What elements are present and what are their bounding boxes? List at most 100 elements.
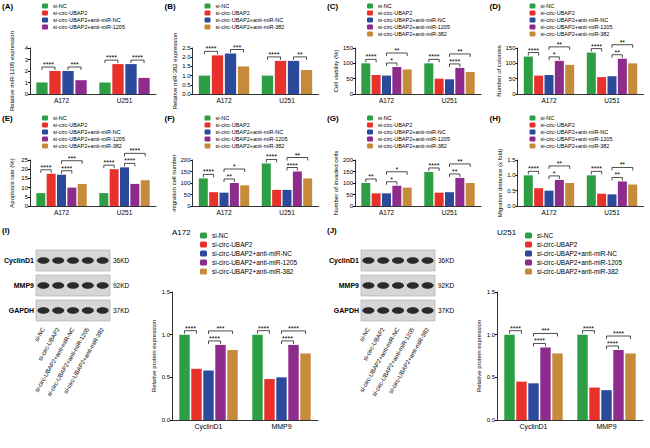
svg-text:**: ** [226, 173, 232, 180]
svg-text:si-circ-UBAP2+anti-miR-382: si-circ-UBAP2+anti-miR-382 [216, 24, 285, 30]
svg-text:**: ** [614, 171, 620, 178]
svg-text:****: **** [613, 330, 624, 337]
svg-text:****: **** [266, 153, 277, 160]
svg-text:si-circ-UBAP2+anti-miR-382: si-circ-UBAP2+anti-miR-382 [388, 326, 431, 395]
svg-text:si-circ-UBAP2+anti-miR-382: si-circ-UBAP2+anti-miR-382 [541, 31, 610, 37]
svg-text:si-circ-UBAP2: si-circ-UBAP2 [378, 10, 412, 16]
svg-text:0.5: 0.5 [507, 188, 516, 194]
svg-text:U251: U251 [117, 209, 133, 216]
svg-text:U251: U251 [442, 209, 458, 216]
svg-text:si-NC: si-NC [537, 232, 554, 239]
svg-text:1.0: 1.0 [487, 332, 496, 338]
svg-text:*: * [553, 51, 556, 58]
svg-text:****: **** [528, 47, 539, 54]
svg-text:****: **** [61, 165, 72, 172]
svg-text:si-circ-UBAP2+anti-miR-NC: si-circ-UBAP2+anti-miR-NC [53, 17, 121, 23]
svg-text:**: ** [557, 41, 563, 48]
svg-text:150: 150 [505, 45, 516, 51]
svg-text:25: 25 [21, 157, 28, 163]
svg-text:A172: A172 [54, 97, 70, 104]
svg-text:****: **** [269, 51, 280, 58]
svg-text:si-NC: si-NC [378, 3, 392, 9]
svg-text:****: **** [288, 325, 299, 332]
svg-text:(E): (E) [2, 114, 13, 123]
svg-text:200: 200 [180, 157, 191, 163]
svg-text:****: **** [41, 164, 52, 171]
svg-text:0: 0 [350, 203, 354, 209]
svg-text:(D): (D) [490, 2, 501, 11]
svg-text:CyclinD1: CyclinD1 [4, 257, 34, 265]
svg-text:(C): (C) [327, 2, 338, 11]
svg-text:**: ** [452, 168, 458, 175]
svg-text:0.0: 0.0 [162, 417, 171, 423]
svg-text:****: **** [528, 165, 539, 172]
svg-text:si-circ-UBAP2+anti-miR-NC: si-circ-UBAP2+anti-miR-NC [537, 250, 617, 257]
svg-text:U251: U251 [279, 209, 295, 216]
svg-text:si-circ-UBAP2: si-circ-UBAP2 [212, 241, 253, 248]
svg-text:****: **** [510, 325, 521, 332]
svg-text:150: 150 [343, 45, 354, 51]
svg-text:****: **** [258, 325, 269, 332]
svg-text:si-NC: si-NC [53, 3, 67, 9]
svg-text:si-circ-UBAP2+anti-miR-NC: si-circ-UBAP2+anti-miR-NC [541, 17, 609, 23]
svg-text:****: **** [104, 159, 115, 166]
svg-text:(F): (F) [165, 114, 176, 123]
svg-text:si-circ-UBAP2+anti-miR-1205: si-circ-UBAP2+anti-miR-1205 [541, 136, 613, 142]
svg-text:92KD: 92KD [438, 282, 455, 289]
svg-text:CyclinD1: CyclinD1 [194, 423, 222, 431]
svg-text:(J): (J) [327, 226, 337, 235]
svg-text:Apoptosis rate (%): Apoptosis rate (%) [9, 158, 15, 207]
svg-text:****: **** [209, 335, 220, 342]
svg-text:A172: A172 [541, 97, 557, 104]
svg-text:U251: U251 [117, 97, 133, 104]
svg-text:Number of colonies: Number of colonies [496, 45, 502, 97]
svg-text:**: ** [297, 51, 303, 58]
svg-text:**: ** [457, 48, 463, 55]
svg-text:200: 200 [343, 157, 354, 163]
svg-text:****: **** [366, 53, 377, 60]
svg-text:(G): (G) [327, 114, 339, 123]
svg-text:si-circ-UBAP2: si-circ-UBAP2 [541, 122, 575, 128]
svg-text:si-circ-UBAP2+anti-miR-382: si-circ-UBAP2+anti-miR-382 [378, 143, 447, 149]
svg-text:GAPDH: GAPDH [334, 307, 359, 314]
svg-text:si-circ-UBAP2: si-circ-UBAP2 [53, 122, 87, 128]
svg-text:0.5: 0.5 [487, 374, 496, 380]
svg-text:CyclinD1: CyclinD1 [519, 423, 547, 431]
svg-text:si-NC: si-NC [53, 115, 67, 121]
svg-text:MMP9: MMP9 [271, 423, 291, 430]
svg-text:(H): (H) [490, 114, 501, 123]
svg-text:Relative protein expression: Relative protein expression [151, 320, 157, 392]
svg-text:37KD: 37KD [438, 307, 455, 314]
svg-text:****: **** [124, 157, 135, 164]
svg-text:GAPDH: GAPDH [9, 307, 34, 314]
svg-text:Relative miR-1205 expression: Relative miR-1205 expression [9, 31, 15, 111]
svg-text:si-circ-UBAP2+anti-miR-1205: si-circ-UBAP2+anti-miR-1205 [53, 136, 125, 142]
svg-text:****: **** [534, 337, 545, 344]
svg-text:36KD: 36KD [438, 257, 455, 264]
svg-text:si-NC: si-NC [358, 326, 371, 343]
svg-text:2.5: 2.5 [182, 45, 191, 51]
svg-text:(B): (B) [165, 2, 176, 11]
svg-text:0.0: 0.0 [507, 203, 516, 209]
svg-text:si-circ-UBAP2+anti-miR-NC: si-circ-UBAP2+anti-miR-NC [216, 129, 284, 135]
svg-text:**: ** [620, 39, 626, 46]
svg-text:si-circ-UBAP2: si-circ-UBAP2 [216, 122, 250, 128]
svg-text:****: **** [429, 162, 440, 169]
svg-text:1.5: 1.5 [182, 63, 191, 69]
svg-text:**: ** [614, 49, 620, 56]
svg-text:U251: U251 [604, 97, 620, 104]
svg-text:Cell viability (%): Cell viability (%) [333, 50, 339, 93]
svg-text:***: *** [216, 325, 224, 332]
svg-text:****: **** [449, 58, 460, 65]
svg-text:50: 50 [184, 192, 191, 198]
svg-text:(I): (I) [2, 226, 10, 235]
svg-text:si-circ-UBAP2+anti-miR-NC: si-circ-UBAP2+anti-miR-NC [53, 129, 121, 135]
svg-text:**: ** [557, 160, 563, 167]
svg-text:0.0: 0.0 [182, 91, 191, 97]
svg-text:****: **** [106, 54, 117, 61]
svg-text:****: **** [583, 325, 594, 332]
svg-text:1.5: 1.5 [507, 157, 516, 163]
svg-text:si-circ-UBAP2+anti-miR-382: si-circ-UBAP2+anti-miR-382 [378, 31, 447, 37]
svg-text:**: ** [620, 161, 626, 168]
svg-text:150: 150 [343, 169, 354, 175]
